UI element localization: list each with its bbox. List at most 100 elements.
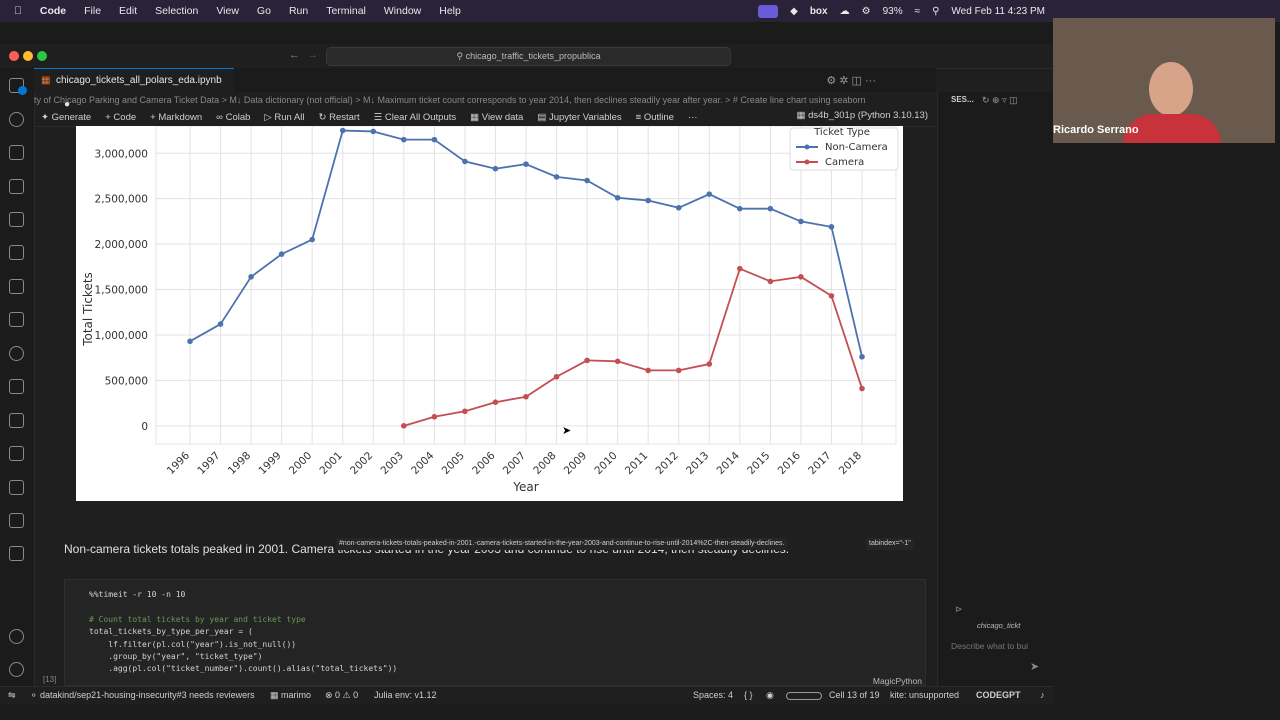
wifi-icon[interactable]: ≈ <box>914 5 921 17</box>
x-tick-label: 2006 <box>470 449 498 477</box>
data-point-non-camera <box>431 136 438 143</box>
clear-outputs-button[interactable]: ☰ Clear All Outputs <box>373 111 457 123</box>
screen-share-icon[interactable] <box>758 4 779 18</box>
run-all-button[interactable]: ▷ Run All <box>264 111 305 123</box>
outline-button[interactable]: ≡ Outline <box>635 111 674 123</box>
legend-marker-camera <box>804 159 810 165</box>
generate-button[interactable]: ✦ Generate <box>41 111 92 123</box>
notifications-bell-icon[interactable]: ♪ <box>1040 690 1045 700</box>
testing-icon[interactable] <box>9 245 24 260</box>
search-icon: ⚲ <box>456 51 464 61</box>
restart-button[interactable]: ↻ Restart <box>318 111 360 123</box>
docker-icon[interactable] <box>9 513 24 528</box>
menu-edit[interactable]: Edit <box>111 5 137 17</box>
side-panel-actions-icon[interactable]: ↻ ⊕ ▿ ◫ <box>982 95 1018 105</box>
apple-icon[interactable]:  <box>0 5 31 17</box>
latex-icon[interactable] <box>9 446 24 461</box>
search-activity-icon[interactable] <box>9 112 24 127</box>
desktop-background <box>1053 143 1280 720</box>
more-actions-button[interactable]: ··· <box>687 111 698 123</box>
x-tick-label: 2016 <box>776 449 804 477</box>
tab-notebook[interactable]: ▦ chicago_tickets_all_polars_eda.ipynb ● <box>34 68 234 110</box>
julia-env[interactable]: Julia env: v1.12 <box>374 690 437 700</box>
kernel-picker[interactable]: ▦ ds4b_301p (Python 3.10.13) <box>796 110 928 121</box>
data-point-non-camera <box>462 158 468 165</box>
cell-position[interactable]: Cell 13 of 19 <box>829 690 880 700</box>
attach-icon[interactable]: ⊳ <box>955 604 963 614</box>
cloud-icon[interactable]: ☁ <box>839 5 850 17</box>
colab-button[interactable]: ∞ Colab <box>216 111 251 123</box>
menu-app-name[interactable]: Code <box>32 5 66 17</box>
manage-gear-icon[interactable] <box>9 662 24 677</box>
source-control-icon[interactable] <box>9 145 24 160</box>
cell-language[interactable]: MagicPython <box>872 676 922 686</box>
remote-icon[interactable]: ⇋ <box>8 690 16 700</box>
tabindex-tooltip: tabindex="-1" <box>866 538 914 550</box>
extensions-icon[interactable] <box>9 212 24 227</box>
codegpt-status[interactable]: CODEGPT <box>976 690 1021 700</box>
dropbox-icon[interactable]: ◆ <box>790 5 798 17</box>
chat-input[interactable]: Describe what to bui <box>951 641 1029 651</box>
x-tick-label: 2007 <box>501 450 528 477</box>
menu-view[interactable]: View <box>208 5 239 17</box>
minimize-window-button[interactable] <box>23 51 33 61</box>
send-icon[interactable]: ➤ <box>1030 661 1040 673</box>
kite-icon[interactable] <box>9 413 24 428</box>
data-point-camera <box>706 361 713 367</box>
x-tick-label: 2009 <box>562 450 589 477</box>
data-point-camera <box>462 408 468 415</box>
kite-status[interactable]: kite: unsupported <box>890 690 960 700</box>
indentation-status[interactable]: Spaces: 4 <box>693 690 734 700</box>
chat-context-file[interactable]: chicago_tickt <box>977 621 1021 630</box>
menu-go[interactable]: Go <box>249 5 271 17</box>
tools-icon[interactable] <box>9 546 24 561</box>
menu-selection[interactable]: Selection <box>147 5 198 17</box>
account-icon[interactable] <box>9 629 24 644</box>
data-point-non-camera <box>584 177 590 184</box>
add-code-button[interactable]: + Code <box>105 111 137 123</box>
editor-actions-icon[interactable]: ⚙ ✲ ◫ ··· <box>826 75 876 87</box>
explorer-icon[interactable] <box>9 78 24 93</box>
run-debug-icon[interactable] <box>9 179 24 194</box>
data-point-non-camera <box>492 165 499 172</box>
webcam-person-shirt <box>1123 114 1221 143</box>
progress-indicator <box>786 692 822 700</box>
maximize-window-button[interactable] <box>37 51 47 61</box>
git-graph-icon[interactable] <box>9 346 24 361</box>
settings-icon[interactable]: ⚙ <box>861 5 871 17</box>
codegpt-icon[interactable] <box>9 279 24 294</box>
x-tick-label: 1996 <box>165 449 193 477</box>
menu-window[interactable]: Window <box>376 5 421 17</box>
breadcrumb[interactable]: ty of Chicago Parking and Camera Ticket … <box>34 95 866 105</box>
box-label[interactable]: box <box>809 5 828 17</box>
legend-entry-camera: Camera <box>825 157 864 168</box>
datetime[interactable]: Wed Feb 11 4:23 PM <box>951 5 1045 17</box>
language-braces[interactable]: { } <box>744 690 753 700</box>
data-point-non-camera <box>828 224 835 230</box>
menu-help[interactable]: Help <box>431 5 461 17</box>
view-data-button[interactable]: ▦ View data <box>470 111 524 123</box>
marimo-status[interactable]: ▦ marimo <box>270 690 312 700</box>
problems-status[interactable]: ⊗ 0 ⚠ 0 <box>325 690 359 700</box>
git-branch[interactable]: ⚬ datakind/sep21-housing-insecurity#3 ne… <box>30 690 255 700</box>
command-center-search[interactable]: ⚲ chicago_traffic_tickets_propublica <box>326 47 731 66</box>
jupyter-variables-button[interactable]: ▤ Jupyter Variables <box>537 111 622 123</box>
database-icon[interactable] <box>9 379 24 394</box>
forward-arrow-icon[interactable]: → <box>307 49 318 61</box>
jupyter-icon[interactable] <box>9 480 24 495</box>
copilot-icon[interactable]: ◉ <box>766 690 774 700</box>
menu-file[interactable]: File <box>76 5 101 17</box>
remote-explorer-icon[interactable] <box>9 312 24 327</box>
back-arrow-icon[interactable]: ← <box>289 49 300 61</box>
spotlight-icon[interactable]: ⚲ <box>932 5 940 17</box>
close-window-button[interactable] <box>9 51 19 61</box>
cell-execution-count: [13] <box>43 675 57 684</box>
data-point-camera <box>492 399 499 406</box>
menu-run[interactable]: Run <box>281 5 308 17</box>
x-tick-label: 2012 <box>653 450 680 477</box>
code-line-1: %%timeit -r 10 -n 10 <box>89 590 186 599</box>
unsaved-dot-icon[interactable]: ● <box>64 99 71 110</box>
menu-terminal[interactable]: Terminal <box>318 5 366 17</box>
add-markdown-button[interactable]: + Markdown <box>150 111 203 123</box>
code-cell[interactable]: %%timeit -r 10 -n 10 # Count total ticke… <box>64 579 926 686</box>
